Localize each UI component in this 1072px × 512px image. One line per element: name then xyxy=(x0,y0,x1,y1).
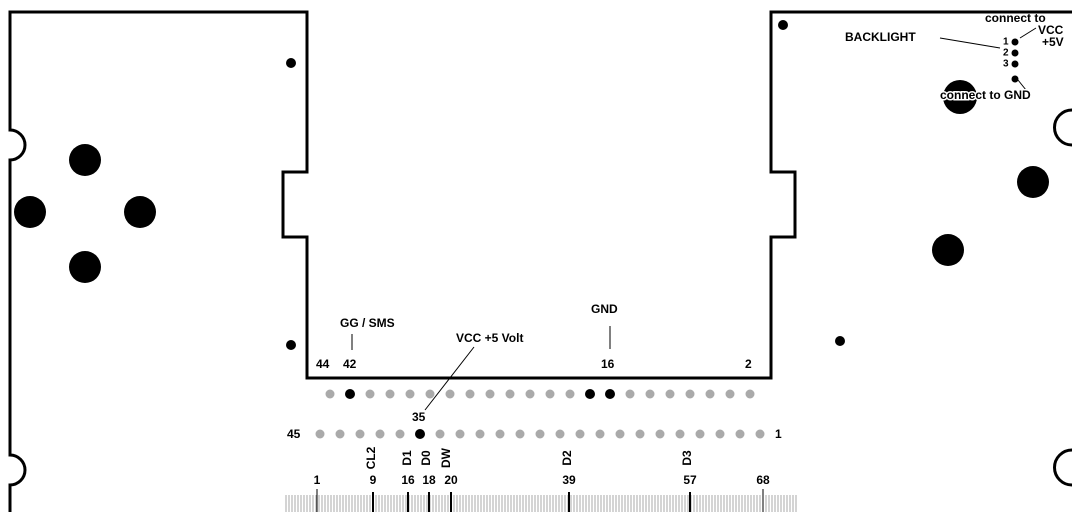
edge-number: 1 xyxy=(314,473,321,487)
pin-rows: CL2 D1 D0 DW D2 D3 xyxy=(315,389,765,469)
pin xyxy=(345,389,355,399)
edge-number: 18 xyxy=(422,473,436,487)
pin xyxy=(695,429,705,439)
pin xyxy=(625,389,635,399)
pin-number: 2 xyxy=(745,357,752,371)
label: connect to GND xyxy=(940,88,1031,102)
pin xyxy=(455,429,465,439)
edge-ruler: 1 9 16 18 20 39 57 68 xyxy=(285,473,797,512)
pin xyxy=(645,389,655,399)
label: BACKLIGHT xyxy=(845,30,916,44)
edge-number: 20 xyxy=(444,473,458,487)
pin xyxy=(385,389,395,399)
pin xyxy=(335,429,345,439)
pin-number: 1 xyxy=(775,427,782,441)
pin xyxy=(425,389,435,399)
pin-number: 45 xyxy=(287,427,301,441)
pin-number: 44 xyxy=(316,357,330,371)
pin xyxy=(465,389,475,399)
edge-number: 57 xyxy=(683,473,697,487)
pin xyxy=(375,429,385,439)
signal-label: DW xyxy=(439,447,453,468)
pin xyxy=(505,389,515,399)
pin-number: 35 xyxy=(412,410,426,424)
left-board xyxy=(8,10,1072,512)
pin xyxy=(485,389,495,399)
pin xyxy=(635,429,645,439)
pin xyxy=(705,389,715,399)
pin xyxy=(665,389,675,399)
signal-label: CL2 xyxy=(364,446,378,469)
signal-label: D0 xyxy=(419,450,433,466)
pin xyxy=(445,389,455,399)
edge-number: 9 xyxy=(370,473,377,487)
pin xyxy=(365,389,375,399)
pin xyxy=(755,429,765,439)
label: connect to xyxy=(985,11,1046,25)
signal-label: D3 xyxy=(680,450,694,466)
pin xyxy=(715,429,725,439)
pin-number: 42 xyxy=(343,357,357,371)
pin xyxy=(525,389,535,399)
pin xyxy=(475,429,485,439)
pin xyxy=(555,429,565,439)
pin xyxy=(405,389,415,399)
pin xyxy=(495,429,505,439)
pin xyxy=(735,429,745,439)
label: VCC xyxy=(1038,23,1064,37)
signal-label: D2 xyxy=(560,450,574,466)
edge-number: 39 xyxy=(562,473,576,487)
pin xyxy=(675,429,685,439)
edge-number: 16 xyxy=(401,473,415,487)
pin xyxy=(395,429,405,439)
pin xyxy=(325,389,335,399)
pin xyxy=(595,429,605,439)
pin xyxy=(725,389,735,399)
pin xyxy=(655,429,665,439)
pin xyxy=(615,429,625,439)
pin xyxy=(435,429,445,439)
pin-number: 1 xyxy=(1003,37,1009,48)
pin xyxy=(605,389,615,399)
pin xyxy=(685,389,695,399)
label: GND xyxy=(591,302,618,316)
pin xyxy=(575,429,585,439)
pin-number: 3 xyxy=(1003,59,1009,70)
pin-number: 16 xyxy=(601,357,615,371)
connector-lines xyxy=(351,27,1037,411)
pin xyxy=(585,389,595,399)
pin xyxy=(315,429,325,439)
signal-label: D1 xyxy=(400,450,414,466)
label: GG / SMS xyxy=(340,316,395,330)
pin-number: 2 xyxy=(1003,48,1009,59)
label: VCC +5 Volt xyxy=(456,331,523,345)
pin xyxy=(355,429,365,439)
pin xyxy=(745,389,755,399)
pin xyxy=(415,429,425,439)
edge-number: 68 xyxy=(756,473,770,487)
pin xyxy=(565,389,575,399)
mount-holes xyxy=(14,20,1049,350)
label: +5V xyxy=(1042,35,1064,49)
pin xyxy=(515,429,525,439)
pin xyxy=(545,389,555,399)
pin xyxy=(535,429,545,439)
